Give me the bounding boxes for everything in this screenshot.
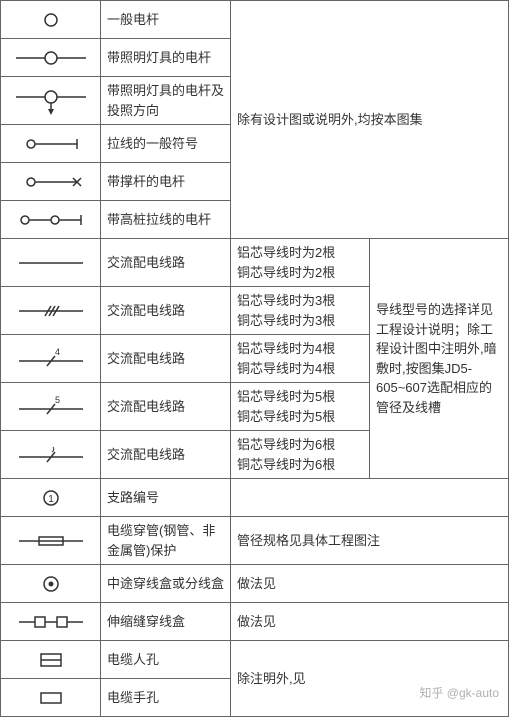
label-cell: 拉线的一般符号 <box>101 125 231 163</box>
note-cell: 除有设计图或说明外,均按本图集 <box>231 1 509 239</box>
spec-cell: 做法见 <box>231 565 509 603</box>
symbol-cell <box>1 201 101 239</box>
table-row: 电缆人孔 除注明外,见 <box>1 641 509 679</box>
spec-cell: 铝芯导线时为5根 铜芯导线时为5根 <box>231 383 370 431</box>
label-cell: 电缆手孔 <box>101 679 231 717</box>
table-row: 电缆穿管(钢管、非金属管)保护 管径规格见具体工程图注 <box>1 517 509 565</box>
label-cell: 带照明灯具的电杆及投照方向 <box>101 77 231 125</box>
label-cell: 交流配电线路 <box>101 287 231 335</box>
spec-cell: 铝芯导线时为4根 铜芯导线时为4根 <box>231 335 370 383</box>
symbol-cell: 1 <box>1 479 101 517</box>
symbol-cell <box>1 431 101 479</box>
symbol-cell <box>1 603 101 641</box>
symbol-cell <box>1 565 101 603</box>
label-cell: 交流配电线路 <box>101 383 231 431</box>
table-row: 一般电杆 除有设计图或说明外,均按本图集 <box>1 1 509 39</box>
symbol-cell <box>1 239 101 287</box>
legend-table: 一般电杆 除有设计图或说明外,均按本图集 带照明灯具的电杆 带照明灯具的电杆及投… <box>0 0 509 717</box>
label-cell: 中途穿线盒或分线盒 <box>101 565 231 603</box>
svg-text:4: 4 <box>55 347 60 357</box>
spec-cell: 做法见 <box>231 603 509 641</box>
table-row: 交流配电线路 铝芯导线时为2根 铜芯导线时为2根 导线型号的选择详见工程设计说明… <box>1 239 509 287</box>
symbol-cell <box>1 517 101 565</box>
spec-cell: 铝芯导线时为2根 铜芯导线时为2根 <box>231 239 370 287</box>
symbol-cell: 5 <box>1 383 101 431</box>
spec-cell: 铝芯导线时为3根 铜芯导线时为3根 <box>231 287 370 335</box>
label-cell: 电缆人孔 <box>101 641 231 679</box>
svg-text:1: 1 <box>48 494 54 505</box>
label-cell: 带撑杆的电杆 <box>101 163 231 201</box>
symbol-cell <box>1 287 101 335</box>
label-cell: 交流配电线路 <box>101 335 231 383</box>
symbol-cell <box>1 641 101 679</box>
spec-cell <box>231 479 509 517</box>
label-cell: 带高桩拉线的电杆 <box>101 201 231 239</box>
note-cell: 除注明外,见 <box>231 641 509 717</box>
label-cell: 一般电杆 <box>101 1 231 39</box>
label-cell: 电缆穿管(钢管、非金属管)保护 <box>101 517 231 565</box>
table-row: 中途穿线盒或分线盒 做法见 <box>1 565 509 603</box>
table-row: 1 支路编号 <box>1 479 509 517</box>
symbol-cell: 4 <box>1 335 101 383</box>
symbol-cell <box>1 679 101 717</box>
watermark: 知乎 @gk-auto <box>419 684 499 701</box>
note-cell: 导线型号的选择详见工程设计说明；除工程设计图中注明外,暗敷时,按图集JD5-60… <box>370 239 509 479</box>
label-cell: 交流配电线路 <box>101 431 231 479</box>
label-cell: 支路编号 <box>101 479 231 517</box>
label-cell: 带照明灯具的电杆 <box>101 39 231 77</box>
table-row: 伸缩缝穿线盒 做法见 <box>1 603 509 641</box>
spec-cell: 管径规格见具体工程图注 <box>231 517 509 565</box>
symbol-cell <box>1 125 101 163</box>
symbol-cell <box>1 39 101 77</box>
symbol-cell <box>1 163 101 201</box>
label-cell: 伸缩缝穿线盒 <box>101 603 231 641</box>
symbol-cell <box>1 1 101 39</box>
symbol-cell <box>1 77 101 125</box>
label-cell: 交流配电线路 <box>101 239 231 287</box>
spec-cell: 铝芯导线时为6根 铜芯导线时为6根 <box>231 431 370 479</box>
svg-text:5: 5 <box>55 395 60 405</box>
